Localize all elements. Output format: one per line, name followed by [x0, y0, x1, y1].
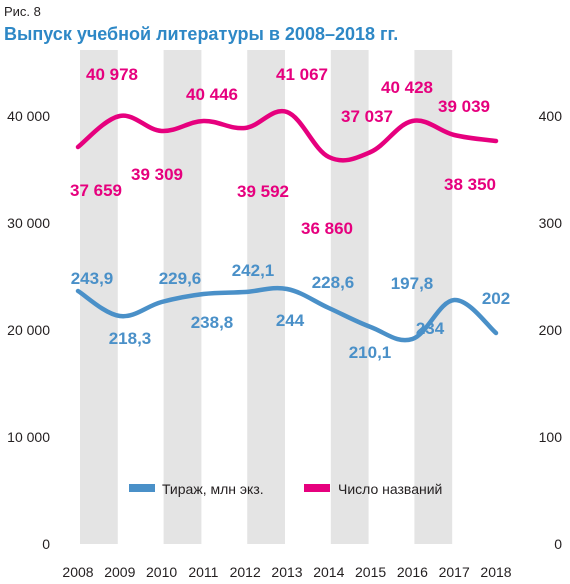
right-axis-tick: 400 [539, 108, 563, 124]
data-label-titles-2012: 39 592 [237, 182, 289, 201]
data-label-titles-2018: 38 350 [444, 175, 496, 194]
data-label-tiraz-2013: 244 [276, 311, 305, 330]
data-label-tiraz-2016: 197,8 [391, 274, 434, 293]
data-label-titles-2011: 40 446 [186, 85, 238, 104]
data-label-tiraz-2017: 234 [416, 319, 445, 338]
data-label-titles-2008: 37 659 [70, 181, 122, 200]
right-axis-tick: 200 [539, 322, 563, 338]
x-axis-tick-2012: 2012 [230, 564, 261, 580]
right-axis-tick: 300 [539, 215, 563, 231]
data-label-titles-2017: 39 039 [438, 97, 490, 116]
data-label-tiraz-2012: 242,1 [232, 261, 275, 280]
x-axis-tick-2010: 2010 [146, 564, 177, 580]
data-label-titles-2014: 36 860 [301, 219, 353, 238]
x-axis-tick-2015: 2015 [355, 564, 386, 580]
data-label-tiraz-2014: 228,6 [312, 273, 355, 292]
left-axis-tick: 30 000 [7, 215, 50, 231]
data-label-titles-2010: 39 309 [131, 165, 183, 184]
data-label-tiraz-2015: 210,1 [349, 343, 392, 362]
legend-swatch-titles [304, 484, 330, 492]
x-axis-tick-2014: 2014 [313, 564, 344, 580]
left-axis-tick: 20 000 [7, 322, 50, 338]
x-axis-tick-2013: 2013 [271, 564, 302, 580]
legend-label-titles: Число названий [338, 481, 442, 497]
data-label-titles-2015: 37 037 [341, 107, 393, 126]
x-axis-tick-2018: 2018 [480, 564, 511, 580]
data-label-tiraz-2010: 229,6 [159, 269, 202, 288]
figure-number: Рис. 8 [4, 4, 41, 19]
series-line-tiraz [75, 285, 499, 343]
x-axis-tick-2009: 2009 [104, 564, 135, 580]
x-axis-tick-2011: 2011 [188, 564, 218, 580]
data-label-tiraz-2009: 218,3 [109, 329, 152, 348]
x-axis-tick-2017: 2017 [439, 564, 470, 580]
data-label-titles-2013: 41 067 [276, 65, 328, 84]
left-axis-tick: 10 000 [7, 429, 50, 445]
series-line-titles [75, 108, 499, 163]
x-axis-tick-2008: 2008 [62, 564, 93, 580]
chart-title: Выпуск учебной литературы в 2008–2018 гг… [4, 24, 399, 44]
left-axis-tick: 0 [42, 536, 50, 552]
right-axis-tick: 0 [554, 536, 562, 552]
chart-band-2012 [247, 50, 285, 544]
data-label-tiraz-2008: 243,9 [71, 269, 114, 288]
legend-swatch-tiraz [129, 484, 155, 492]
data-label-tiraz-2011: 238,8 [191, 313, 234, 332]
left-axis-tick: 40 000 [7, 108, 50, 124]
x-axis-tick-2016: 2016 [397, 564, 428, 580]
data-label-tiraz-2018: 202 [482, 289, 510, 308]
chart-band-2014 [330, 50, 369, 544]
legend-label-tiraz: Тираж, млн экз. [162, 481, 264, 497]
right-axis-tick: 100 [539, 429, 563, 445]
data-label-titles-2016: 40 428 [381, 78, 433, 97]
data-label-titles-2009: 40 978 [86, 65, 138, 84]
